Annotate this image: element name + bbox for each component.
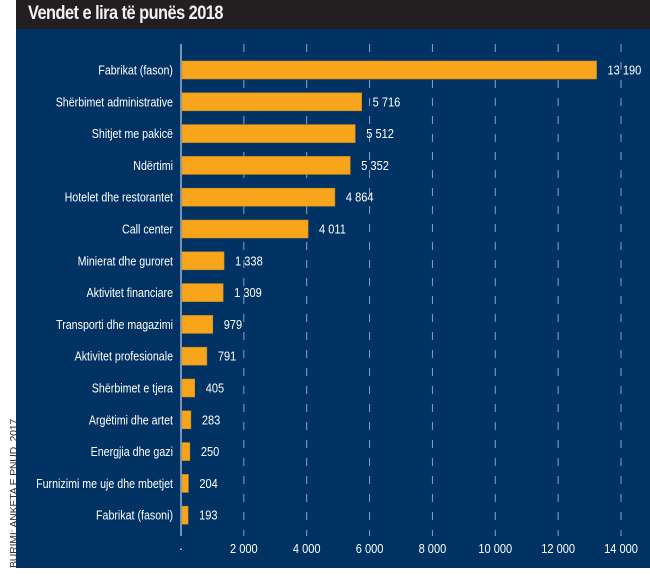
category-label: Transporti dhe magazimi — [56, 317, 173, 332]
bar — [181, 124, 356, 143]
value-label: 5 352 — [361, 158, 389, 173]
bar — [181, 474, 189, 493]
bar — [181, 410, 192, 430]
value-labels: 13 190 5 716 5 512 5 352 4 864 4 011 1 338 1 30… — [199, 63, 641, 523]
category-label: Shitjet me pakicë — [92, 126, 173, 141]
category-label: Energjia dhe gazi — [91, 444, 173, 459]
x-tick-label: 4 000 — [293, 541, 321, 556]
category-label: Shërbimet administrative — [56, 94, 173, 109]
x-tick-label: 8 000 — [419, 541, 447, 556]
x-tick-label: 14 000 — [604, 541, 638, 556]
category-label: Call center — [122, 222, 174, 237]
value-label: 204 — [199, 476, 217, 491]
value-label: 1 309 — [234, 285, 262, 300]
category-labels: Fabrikat (fason) Shërbimet administrative… — [36, 63, 174, 523]
value-label: 1 338 — [235, 253, 263, 268]
value-label: 283 — [202, 412, 220, 427]
value-label: 250 — [201, 444, 219, 459]
bar — [181, 505, 189, 525]
category-label: Minierat dhe guroret — [78, 253, 174, 268]
bar — [181, 156, 351, 175]
category-label: Argëtimi dhe artet — [89, 412, 173, 427]
chart-header: Vendet e lira të punës 2018 — [16, 0, 650, 29]
value-label: 4 011 — [319, 222, 346, 237]
category-label: Ndërtimi — [133, 158, 173, 173]
bar — [181, 187, 336, 207]
category-label: Aktivitet profesionale — [75, 349, 173, 364]
value-label: 791 — [218, 349, 236, 364]
x-tick-label: 6 000 — [356, 541, 384, 556]
bar — [181, 442, 191, 461]
x-tick-labels: · 2 000 4 000 6 000 8 000 10 000 12 000 14 000 — [179, 541, 638, 556]
category-label: Fabrikat (fason) — [98, 63, 173, 78]
value-label: 5 716 — [373, 94, 401, 109]
value-label: 193 — [199, 508, 217, 523]
bar — [181, 315, 214, 334]
x-tick-label: 12 000 — [541, 541, 575, 556]
category-label: Fabrikat (fasoni) — [96, 508, 173, 523]
bar — [181, 219, 309, 239]
value-label: 5 512 — [366, 126, 394, 141]
category-label: Shërbimet e tjera — [92, 381, 174, 396]
bar — [181, 251, 225, 271]
value-label: 405 — [206, 381, 224, 396]
chart-title: Vendet e lira të punës 2018 — [28, 3, 223, 24]
x-tick-label: · — [179, 541, 183, 556]
value-label: 4 864 — [346, 190, 374, 205]
chart-panel — [16, 29, 650, 568]
category-label: Furnizimi me uje dhe mbetjet — [36, 476, 173, 491]
bar — [181, 346, 208, 366]
gridlines — [243, 44, 622, 536]
bar — [181, 378, 196, 398]
bar — [181, 283, 224, 302]
bar — [181, 60, 597, 80]
x-tick-label: 10 000 — [478, 541, 512, 556]
x-tick-label: 2 000 — [230, 541, 258, 556]
value-label: 13 190 — [608, 63, 642, 78]
bar — [181, 92, 362, 112]
category-label: Aktivitet financiare — [87, 285, 174, 300]
category-label: Hotelet dhe restorantet — [65, 190, 174, 205]
bars — [181, 60, 597, 525]
value-label: 979 — [224, 317, 242, 332]
